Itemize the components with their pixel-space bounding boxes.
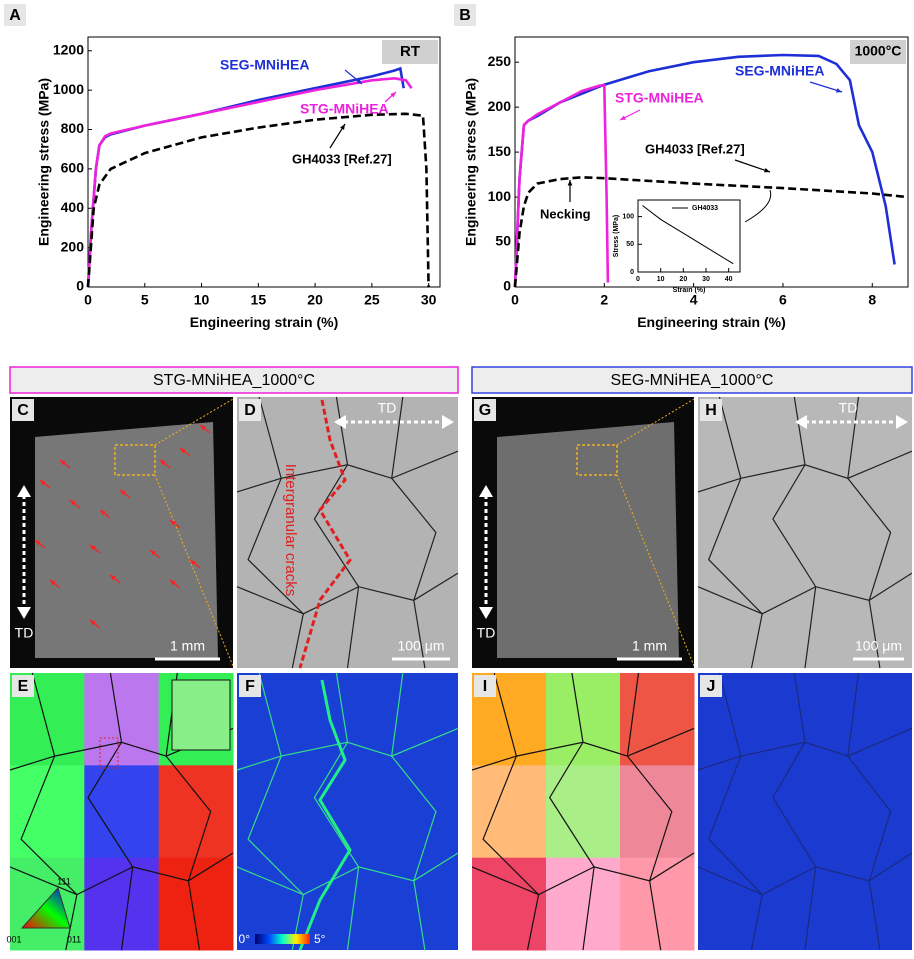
- panel-letter: E: [18, 678, 29, 695]
- header: SEG-MNiHEA_1000°C: [611, 372, 774, 389]
- series-label: STG-MNiHEA: [300, 101, 389, 117]
- x-tick-label: 30: [702, 276, 710, 283]
- series-label: SEG-MNiHEA: [220, 57, 309, 73]
- panel-letter: D: [244, 402, 256, 419]
- plot-frame: [638, 200, 740, 272]
- panel-text: Intergranular cracks: [282, 464, 299, 597]
- x-axis-label: Engineering strain (%): [637, 314, 786, 330]
- series-label: SEG-MNiHEA: [735, 63, 824, 79]
- x-tick-label: 6: [779, 292, 787, 308]
- y-tick-label: 600: [61, 160, 85, 176]
- y-tick-label: 200: [488, 98, 512, 114]
- panel-text: 0°: [239, 932, 251, 946]
- header: STG-MNiHEA_1000°C: [153, 372, 315, 389]
- grain: [620, 673, 695, 766]
- annotation: Necking: [540, 206, 591, 221]
- x-tick-label: 0: [84, 292, 92, 308]
- legend-label: GH4033: [692, 205, 718, 212]
- panel-letter: F: [245, 678, 255, 695]
- grain: [84, 858, 159, 951]
- panel-text: 100 μm: [855, 638, 902, 654]
- y-tick-label: 800: [61, 120, 85, 136]
- y-tick-label: 400: [61, 199, 85, 215]
- grain: [546, 858, 621, 951]
- panel-text: 1 mm: [632, 638, 667, 654]
- grain: [84, 765, 159, 858]
- panel-text: 001: [6, 934, 21, 944]
- x-tick-label: 30: [421, 292, 437, 308]
- panel-letter: C: [17, 402, 29, 419]
- panel-text: TD: [378, 400, 397, 416]
- y-tick-label: 100: [488, 188, 512, 204]
- sample: [35, 422, 218, 658]
- y-axis-label: Engineering stress (MPa): [35, 78, 51, 246]
- panel-text: TD: [15, 625, 34, 641]
- grain: [546, 673, 621, 766]
- y-axis-label: Engineering stress (MPa): [462, 78, 478, 246]
- x-tick-label: 15: [251, 292, 267, 308]
- grain: [620, 765, 695, 858]
- series-label: GH4033 [Ref.27]: [645, 141, 745, 156]
- panel-letter: A: [9, 7, 21, 24]
- x-tick-label: 8: [868, 292, 876, 308]
- inset-zoom: [172, 680, 230, 750]
- panel-text: 011: [67, 934, 81, 944]
- panel-text: 1 mm: [170, 638, 205, 654]
- x-tick-label: 5: [141, 292, 149, 308]
- grain: [472, 765, 547, 858]
- panel-letter: I: [483, 678, 487, 695]
- panel-letter: H: [705, 402, 717, 419]
- x-tick-label: 10: [194, 292, 210, 308]
- grain: [84, 673, 159, 766]
- panel-letter: J: [707, 678, 716, 695]
- x-tick-label: 0: [511, 292, 519, 308]
- x-tick-label: 2: [600, 292, 608, 308]
- grain: [159, 765, 234, 858]
- grain: [620, 858, 695, 951]
- y-tick-label: 150: [488, 143, 512, 159]
- x-tick-label: 40: [725, 276, 733, 283]
- x-tick-label: 4: [690, 292, 698, 308]
- x-tick-label: 20: [307, 292, 323, 308]
- x-axis-label: Engineering strain (%): [190, 314, 339, 330]
- y-tick-label: 100: [622, 213, 634, 220]
- y-tick-label: 0: [76, 278, 84, 294]
- panel-text: TD: [477, 625, 496, 641]
- panel-text: TD: [839, 400, 858, 416]
- annotation: RT: [400, 43, 420, 60]
- annotation: 1000°C: [855, 43, 902, 59]
- y-tick-label: 50: [495, 233, 511, 249]
- series-label: STG-MNiHEA: [615, 90, 704, 106]
- figure: 051015202530020040060080010001200Enginee…: [0, 0, 914, 954]
- grain: [10, 765, 85, 858]
- x-tick-label: 10: [657, 276, 665, 283]
- y-axis-label: Stress (MPa): [613, 215, 620, 257]
- panel-letter: G: [479, 402, 491, 419]
- y-tick-label: 50: [626, 241, 634, 248]
- sample: [497, 422, 679, 658]
- panel-text: 100 μm: [398, 638, 445, 654]
- y-tick-label: 250: [488, 53, 512, 69]
- grain: [159, 858, 234, 951]
- grain: [546, 765, 621, 858]
- series-label: GH4033 [Ref.27]: [292, 151, 392, 166]
- y-tick-label: 0: [503, 278, 511, 294]
- x-axis-label: Strain (%): [673, 287, 706, 294]
- y-tick-label: 1200: [53, 41, 84, 57]
- panel-text: 111: [57, 876, 71, 886]
- y-tick-label: 200: [61, 238, 85, 254]
- y-tick-label: 0: [630, 269, 634, 276]
- x-tick-label: 0: [636, 276, 640, 283]
- y-tick-label: 1000: [53, 81, 84, 97]
- panel-letter: B: [459, 7, 471, 24]
- x-tick-label: 25: [364, 292, 380, 308]
- colorbar: [255, 934, 310, 944]
- x-tick-label: 20: [679, 276, 687, 283]
- panel-text: 5°: [314, 932, 326, 946]
